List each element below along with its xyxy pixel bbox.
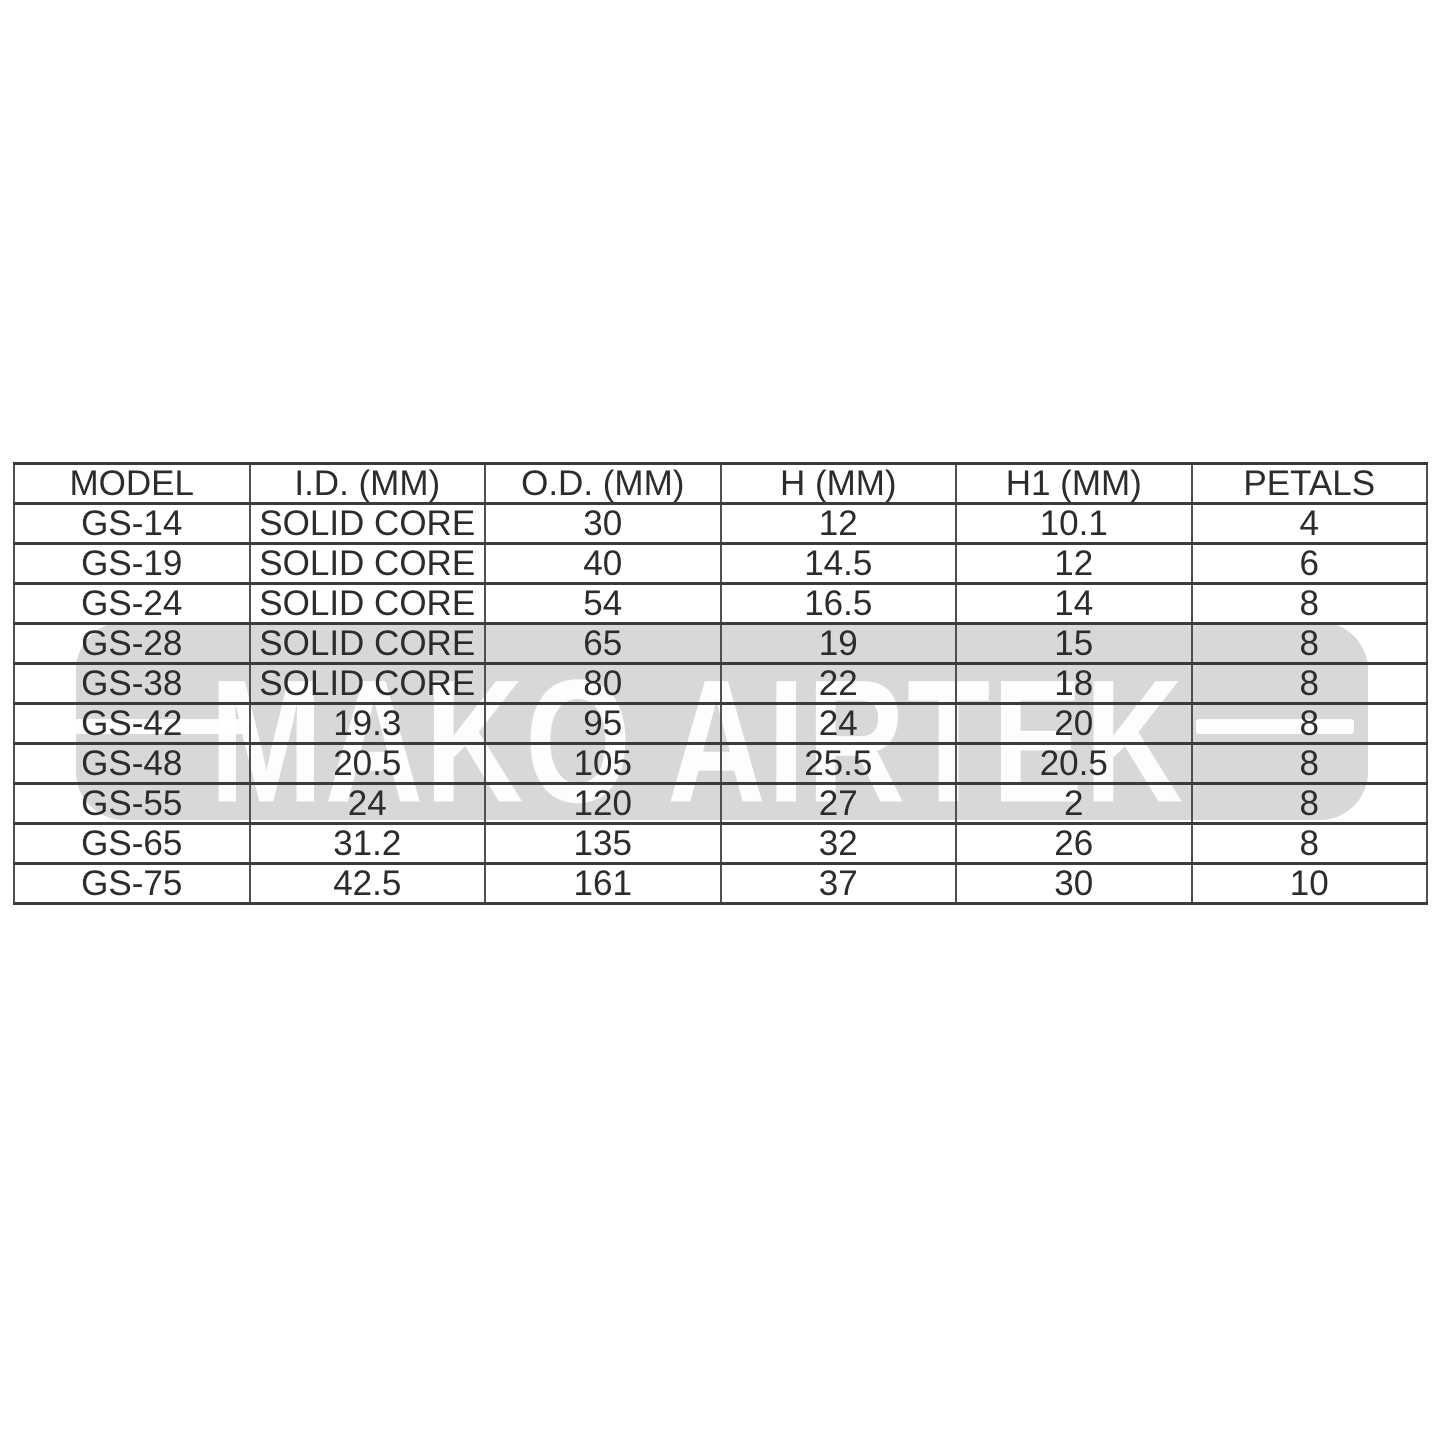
table-cell: 19.3 xyxy=(248,702,486,745)
table-row: GS-48 20.5 105 25.5 20.5 8 xyxy=(13,742,1428,785)
table-cell: 20.5 xyxy=(955,742,1193,785)
table-cell: 25.5 xyxy=(719,742,957,785)
spec-table-header: MODEL I.D. (MM) O.D. (MM) H (MM) H1 (MM) PETA… xyxy=(13,462,1428,505)
table-cell: GS-55 xyxy=(13,782,251,825)
table-cell: GS-14 xyxy=(13,502,251,545)
column-header: I.D. (MM) xyxy=(248,462,486,505)
table-cell: GS-48 xyxy=(13,742,251,785)
table-cell: 16.5 xyxy=(719,582,957,625)
table-cell: 105 xyxy=(484,742,722,785)
table-cell: 10 xyxy=(1190,862,1428,905)
spec-table: MODEL I.D. (MM) O.D. (MM) H (MM) H1 (MM) PETA… xyxy=(13,462,1428,905)
table-row: GS-28 SOLID CORE 65 19 15 8 xyxy=(13,622,1428,665)
table-cell: 18 xyxy=(955,662,1193,705)
table-row: GS-65 31.2 135 32 26 8 xyxy=(13,822,1428,865)
table-cell: 95 xyxy=(484,702,722,745)
table-cell: 65 xyxy=(484,622,722,665)
table-cell: 2 xyxy=(955,782,1193,825)
table-cell: 8 xyxy=(1190,702,1428,745)
column-header: PETALS xyxy=(1190,462,1428,505)
table-cell: 19 xyxy=(719,622,957,665)
table-cell: 30 xyxy=(484,502,722,545)
table-cell: 54 xyxy=(484,582,722,625)
table-cell: 12 xyxy=(955,542,1193,585)
table-cell: 8 xyxy=(1190,742,1428,785)
table-cell: 20 xyxy=(955,702,1193,745)
table-row: GS-42 19.3 95 24 20 8 xyxy=(13,702,1428,745)
table-cell: 31.2 xyxy=(248,822,486,865)
table-cell: GS-65 xyxy=(13,822,251,865)
table-cell: GS-42 xyxy=(13,702,251,745)
table-cell: 40 xyxy=(484,542,722,585)
table-cell: 10.1 xyxy=(955,502,1193,545)
table-cell: 30 xyxy=(955,862,1193,905)
table-cell: 24 xyxy=(248,782,486,825)
table-cell: 15 xyxy=(955,622,1193,665)
table-row: GS-55 24 120 27 2 8 xyxy=(13,782,1428,825)
table-cell: SOLID CORE xyxy=(248,542,486,585)
table-cell: 8 xyxy=(1190,582,1428,625)
column-header: H (MM) xyxy=(719,462,957,505)
table-row: GS-14 SOLID CORE 30 12 10.1 4 xyxy=(13,502,1428,545)
table-cell: 14.5 xyxy=(719,542,957,585)
table-row: GS-38 SOLID CORE 80 22 18 8 xyxy=(13,662,1428,705)
table-cell: 27 xyxy=(719,782,957,825)
spec-table-body: GS-14 SOLID CORE 30 12 10.1 4 GS-19 SOLID CORE 4… xyxy=(13,502,1428,905)
table-cell: 8 xyxy=(1190,822,1428,865)
table-cell: GS-28 xyxy=(13,622,251,665)
table-cell: 26 xyxy=(955,822,1193,865)
table-cell: SOLID CORE xyxy=(248,622,486,665)
table-cell: GS-19 xyxy=(13,542,251,585)
table-cell: 161 xyxy=(484,862,722,905)
table-cell: 12 xyxy=(719,502,957,545)
table-cell: 22 xyxy=(719,662,957,705)
table-cell: 8 xyxy=(1190,622,1428,665)
table-cell: 24 xyxy=(719,702,957,745)
column-header: MODEL xyxy=(13,462,251,505)
header-row: MODEL I.D. (MM) O.D. (MM) H (MM) H1 (MM) PETA… xyxy=(13,462,1428,505)
table-row: GS-24 SOLID CORE 54 16.5 14 8 xyxy=(13,582,1428,625)
table-cell: SOLID CORE xyxy=(248,502,486,545)
table-cell: 20.5 xyxy=(248,742,486,785)
table-cell: 8 xyxy=(1190,662,1428,705)
table-cell: 4 xyxy=(1190,502,1428,545)
table-cell: GS-24 xyxy=(13,582,251,625)
table-cell: 42.5 xyxy=(248,862,486,905)
table-row: GS-19 SOLID CORE 40 14.5 12 6 xyxy=(13,542,1428,585)
table-cell: GS-38 xyxy=(13,662,251,705)
table-cell: 8 xyxy=(1190,782,1428,825)
table-cell: 120 xyxy=(484,782,722,825)
column-header: O.D. (MM) xyxy=(484,462,722,505)
table-cell: 14 xyxy=(955,582,1193,625)
column-header: H1 (MM) xyxy=(955,462,1193,505)
table-row: GS-75 42.5 161 37 30 10 xyxy=(13,862,1428,905)
table-cell: 37 xyxy=(719,862,957,905)
table-cell: SOLID CORE xyxy=(248,662,486,705)
table-cell: 135 xyxy=(484,822,722,865)
table-cell: SOLID CORE xyxy=(248,582,486,625)
table-cell: 6 xyxy=(1190,542,1428,585)
table-cell: 80 xyxy=(484,662,722,705)
table-cell: GS-75 xyxy=(13,862,251,905)
table-cell: 32 xyxy=(719,822,957,865)
